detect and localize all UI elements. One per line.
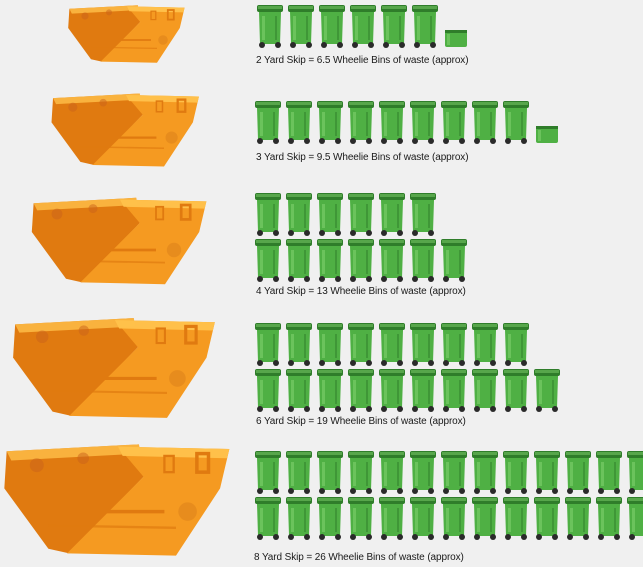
wheelie-bin-icon xyxy=(565,497,591,540)
wheelie-bin-icon xyxy=(348,451,374,494)
wheelie-bin-icon xyxy=(379,193,405,236)
wheelie-bin-icon xyxy=(596,497,622,540)
skip-row-2-yard: 2 Yard Skip = 6.5 Wheelie Bins of waste … xyxy=(0,0,643,70)
wheelie-bin-icon xyxy=(410,451,436,494)
skip-caption: 8 Yard Skip = 26 Wheelie Bins of waste (… xyxy=(254,552,464,563)
wheelie-bin-icon xyxy=(503,451,529,494)
wheelie-bin-icon xyxy=(534,451,560,494)
wheelie-bin-icon xyxy=(348,497,374,540)
skip-caption: 2 Yard Skip = 6.5 Wheelie Bins of waste … xyxy=(256,55,469,66)
skip-icon xyxy=(4,444,230,556)
wheelie-bin-icon xyxy=(319,5,345,48)
wheelie-bin-icon xyxy=(410,323,436,366)
wheelie-bin-icon xyxy=(255,323,281,366)
wheelie-bin-icon xyxy=(286,497,312,540)
wheelie-bin-icon xyxy=(317,451,343,494)
wheelie-bin-icon xyxy=(410,497,436,540)
wheelie-bin-icon xyxy=(317,193,343,236)
wheelie-bin-icon xyxy=(255,101,281,144)
wheelie-bin-icon xyxy=(565,451,591,494)
skip-caption: 3 Yard Skip = 9.5 Wheelie Bins of waste … xyxy=(256,152,469,163)
wheelie-bin-icon xyxy=(503,497,529,540)
wheelie-bin-icon xyxy=(472,369,498,412)
wheelie-bin-icon xyxy=(412,5,438,48)
wheelie-bin-icon xyxy=(317,239,343,282)
wheelie-bin-icon xyxy=(441,451,467,494)
half-wheelie-bin-icon xyxy=(445,30,467,47)
wheelie-bin-icon xyxy=(472,323,498,366)
wheelie-bin-icon xyxy=(410,101,436,144)
wheelie-bin-icon xyxy=(410,369,436,412)
skip-icon xyxy=(51,93,199,167)
skip-icon xyxy=(31,197,207,285)
wheelie-bin-icon xyxy=(379,451,405,494)
wheelie-bin-icon xyxy=(317,101,343,144)
wheelie-bin-icon xyxy=(410,239,436,282)
wheelie-bin-icon xyxy=(348,323,374,366)
wheelie-bin-icon xyxy=(286,451,312,494)
wheelie-bin-icon xyxy=(441,497,467,540)
wheelie-bin-icon xyxy=(441,323,467,366)
wheelie-bin-icon xyxy=(286,239,312,282)
wheelie-bin-icon xyxy=(503,323,529,366)
wheelie-bin-icon xyxy=(503,101,529,144)
wheelie-bin-icon xyxy=(255,239,281,282)
skip-icon xyxy=(13,318,215,418)
skip-row-6-yard: 6 Yard Skip = 19 Wheelie Bins of waste (… xyxy=(13,318,560,427)
wheelie-bin-icon xyxy=(441,369,467,412)
wheelie-bin-icon xyxy=(348,369,374,412)
wheelie-bin-icon xyxy=(317,497,343,540)
wheelie-bin-icon xyxy=(255,369,281,412)
wheelie-bin-icon xyxy=(410,193,436,236)
wheelie-bin-icon xyxy=(348,239,374,282)
skip-icon xyxy=(68,5,185,63)
wheelie-bin-icon xyxy=(381,5,407,48)
wheelie-bin-icon xyxy=(348,101,374,144)
wheelie-bin-icon xyxy=(379,323,405,366)
wheelie-bin-icon xyxy=(627,497,643,540)
wheelie-bin-icon xyxy=(627,451,643,494)
wheelie-bin-icon xyxy=(379,239,405,282)
wheelie-bin-icon xyxy=(534,369,560,412)
wheelie-bin-icon xyxy=(255,451,281,494)
wheelie-bin-icon xyxy=(503,369,529,412)
wheelie-bin-icon xyxy=(257,5,283,48)
skip-caption: 6 Yard Skip = 19 Wheelie Bins of waste (… xyxy=(256,416,466,427)
wheelie-bin-icon xyxy=(286,101,312,144)
wheelie-bin-icon xyxy=(441,239,467,282)
wheelie-bin-icon xyxy=(288,5,314,48)
wheelie-bin-icon xyxy=(596,451,622,494)
wheelie-bin-icon xyxy=(255,193,281,236)
wheelie-bin-icon xyxy=(350,5,376,48)
wheelie-bin-icon xyxy=(348,193,374,236)
wheelie-bin-icon xyxy=(534,497,560,540)
wheelie-bin-icon xyxy=(472,101,498,144)
wheelie-bin-icon xyxy=(317,369,343,412)
wheelie-bin-icon xyxy=(255,497,281,540)
skip-caption: 4 Yard Skip = 13 Wheelie Bins of waste (… xyxy=(256,286,466,297)
half-wheelie-bin-icon xyxy=(536,126,558,143)
wheelie-bin-icon xyxy=(317,323,343,366)
wheelie-bin-icon xyxy=(379,101,405,144)
skip-row-3-yard: 3 Yard Skip = 9.5 Wheelie Bins of waste … xyxy=(0,0,643,170)
wheelie-bin-icon xyxy=(379,369,405,412)
wheelie-bin-icon xyxy=(379,497,405,540)
wheelie-bin-icon xyxy=(286,369,312,412)
wheelie-bin-icon xyxy=(441,101,467,144)
wheelie-bin-icon xyxy=(472,497,498,540)
wheelie-bin-icon xyxy=(472,451,498,494)
wheelie-bin-icon xyxy=(286,193,312,236)
wheelie-bin-icon xyxy=(286,323,312,366)
skip-row-4-yard: 4 Yard Skip = 13 Wheelie Bins of waste (… xyxy=(31,193,467,297)
